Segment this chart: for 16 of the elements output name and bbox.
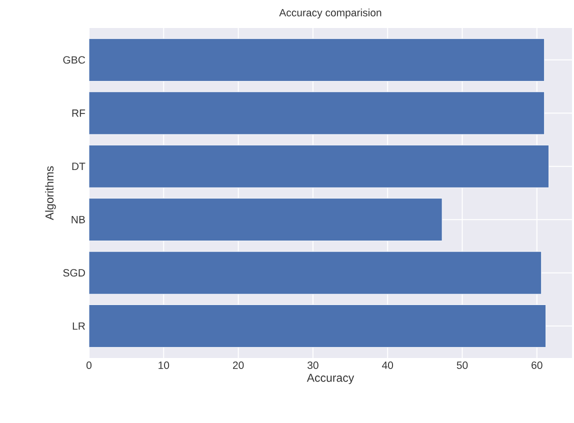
x-tick-label: 60 (532, 362, 542, 369)
x-axis-title: Accuracy (306, 374, 354, 384)
y-tick-label: NB (72, 216, 85, 224)
y-axis-title: Algorithms (45, 166, 56, 220)
chart-title: Accuracy comparision (279, 8, 382, 18)
y-tick-label: GBC (63, 56, 86, 64)
x-tick-label: 50 (456, 362, 468, 369)
x-tick-label: 30 (308, 362, 318, 369)
y-tick-label: DT (72, 162, 86, 170)
y-tick-label: RF (72, 110, 86, 117)
x-tick-label: 40 (382, 362, 394, 369)
x-tick-label: 20 (233, 362, 244, 369)
x-tick-label: 10 (158, 362, 170, 369)
x-tick-label: 0 (86, 362, 92, 369)
y-tick-label: LR (72, 322, 85, 330)
y-tick-label: SGD (63, 269, 85, 277)
